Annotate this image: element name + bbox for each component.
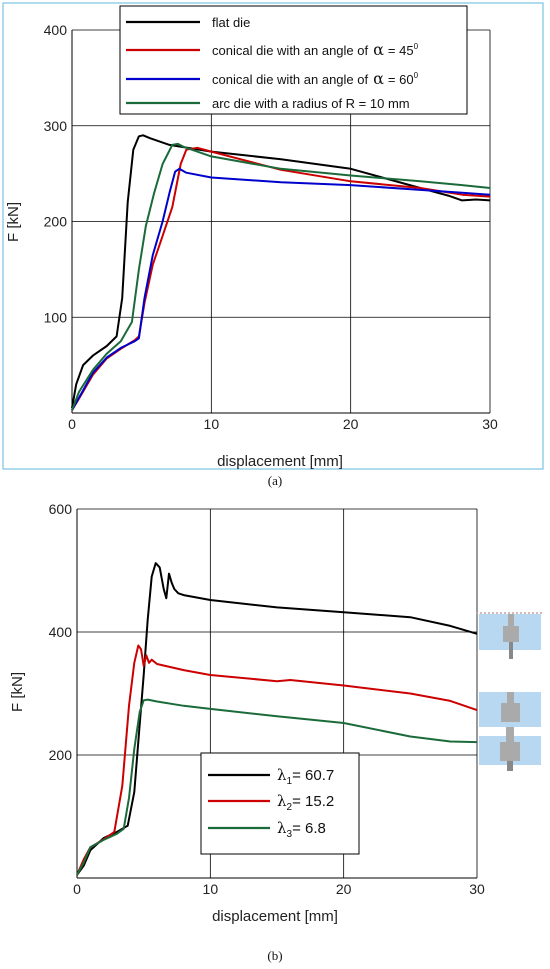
chart-a-xlabel: displacement [mm] xyxy=(217,453,343,470)
series-line-3 xyxy=(76,698,478,876)
chart-a-ylabel: F [kN] xyxy=(5,202,22,242)
y-tick-label: 300 xyxy=(44,118,68,134)
y-tick-label: 400 xyxy=(49,624,73,640)
series-line-4 xyxy=(71,142,491,411)
legend-b-label-2: λ2= 15.2 xyxy=(277,792,334,813)
x-tick-label: 0 xyxy=(68,416,76,432)
series-line-3 xyxy=(71,167,491,411)
y-tick-label: 100 xyxy=(44,309,68,325)
chart-b-ticks: 0 10 20 30 200 400 600 xyxy=(49,501,485,897)
legend-a-label-1: flat die xyxy=(212,15,250,30)
y-tick-label: 200 xyxy=(49,747,73,763)
series-line-1 xyxy=(71,134,491,409)
chart-b-legend-box xyxy=(200,752,360,855)
legend-b-label-3: λ3= 6.8 xyxy=(277,819,326,840)
chart-b-series xyxy=(76,562,478,876)
x-tick-label: 10 xyxy=(203,881,219,897)
y-tick-label: 400 xyxy=(44,22,68,38)
chart-a-legend: flat die conical die with an angle of α = 4… xyxy=(119,5,468,115)
legend-a-label-4: arc die with a radius of R = 10 mm xyxy=(212,96,410,111)
caption-b: (b) xyxy=(267,948,282,963)
series-line-1 xyxy=(76,562,478,876)
caption-a: (a) xyxy=(268,473,282,488)
y-tick-label: 200 xyxy=(44,214,68,230)
series-line-2 xyxy=(76,644,478,876)
chart-b-legend: λ1= 60.7 λ2= 15.2 λ3= 6.8 xyxy=(200,752,360,855)
legend-a-label-3: conical die with an angle of α = 600 xyxy=(212,69,419,88)
x-tick-label: 30 xyxy=(482,416,498,432)
chart-panel-a: 0 10 20 30 100 200 300 400 displacement [mm] F … xyxy=(2,2,544,470)
chart-a-ticks: 0 10 20 30 100 200 300 400 xyxy=(44,22,498,432)
chart-a-legend-box xyxy=(119,5,468,115)
die-schematic-large-icon xyxy=(479,727,541,771)
x-tick-label: 20 xyxy=(343,416,359,432)
y-tick-label: 600 xyxy=(49,501,73,517)
chart-b-ylabel: F [kN] xyxy=(9,672,26,712)
die-schematic-small-icon xyxy=(476,612,542,659)
die-schematic-medium-icon xyxy=(479,692,541,727)
legend-b-label-1: λ1= 60.7 xyxy=(277,766,334,787)
chart-panel-b: 0 10 20 30 200 400 600 displacement [mm] F [kN… xyxy=(9,501,542,925)
chart-a-series xyxy=(71,134,491,411)
x-tick-label: 0 xyxy=(73,881,81,897)
x-tick-label: 10 xyxy=(204,416,220,432)
x-tick-label: 20 xyxy=(336,881,352,897)
x-tick-label: 30 xyxy=(469,881,485,897)
chart-b-xlabel: displacement [mm] xyxy=(212,908,338,925)
legend-a-label-2: conical die with an angle of α = 450 xyxy=(212,40,419,59)
